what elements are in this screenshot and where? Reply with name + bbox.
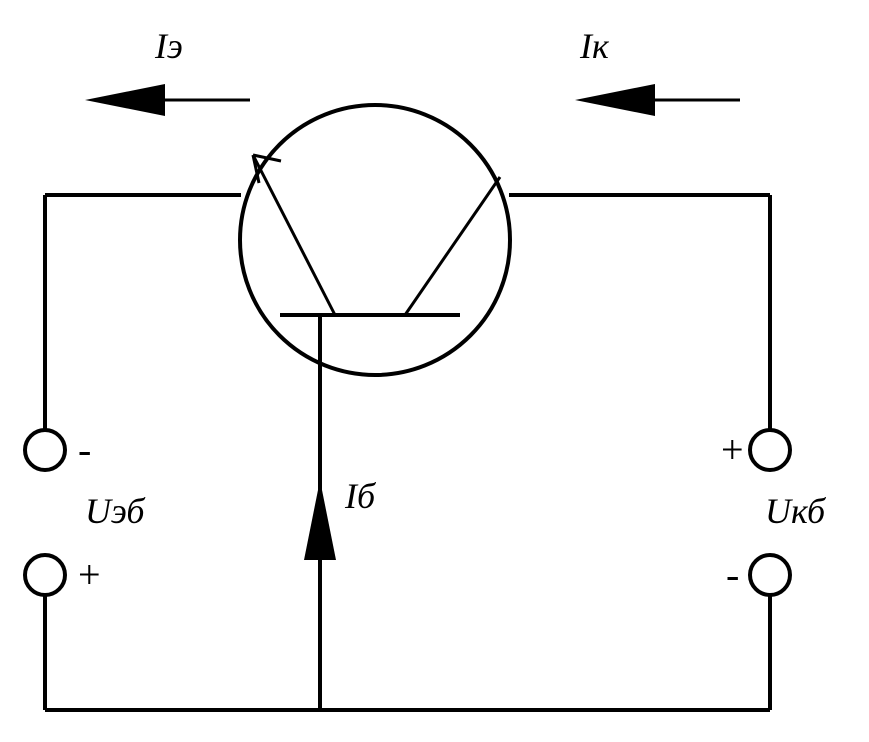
label-i-emitter: Iэ — [155, 25, 183, 67]
terminal-right-bottom — [750, 555, 790, 595]
sign-left-bottom: + — [78, 551, 101, 598]
circuit-diagram — [0, 0, 869, 742]
transistor-collector-line — [405, 177, 500, 315]
label-i-collector: Iк — [580, 25, 609, 67]
label-u-cb: Uкб — [765, 490, 825, 532]
terminal-left-bottom — [25, 555, 65, 595]
arrow-i-emitter-head — [85, 84, 165, 116]
terminal-left-top — [25, 430, 65, 470]
transistor-emitter-line — [253, 155, 335, 315]
terminal-right-top — [750, 430, 790, 470]
sign-left-top: - — [78, 426, 91, 473]
transistor-circle — [240, 105, 510, 375]
arrow-i-collector-head — [575, 84, 655, 116]
arrow-i-base-head — [304, 480, 336, 560]
sign-right-bottom: - — [726, 551, 739, 598]
label-u-eb: Uэб — [85, 490, 145, 532]
label-i-base: Iб — [345, 475, 375, 517]
sign-right-top: + — [721, 426, 744, 473]
